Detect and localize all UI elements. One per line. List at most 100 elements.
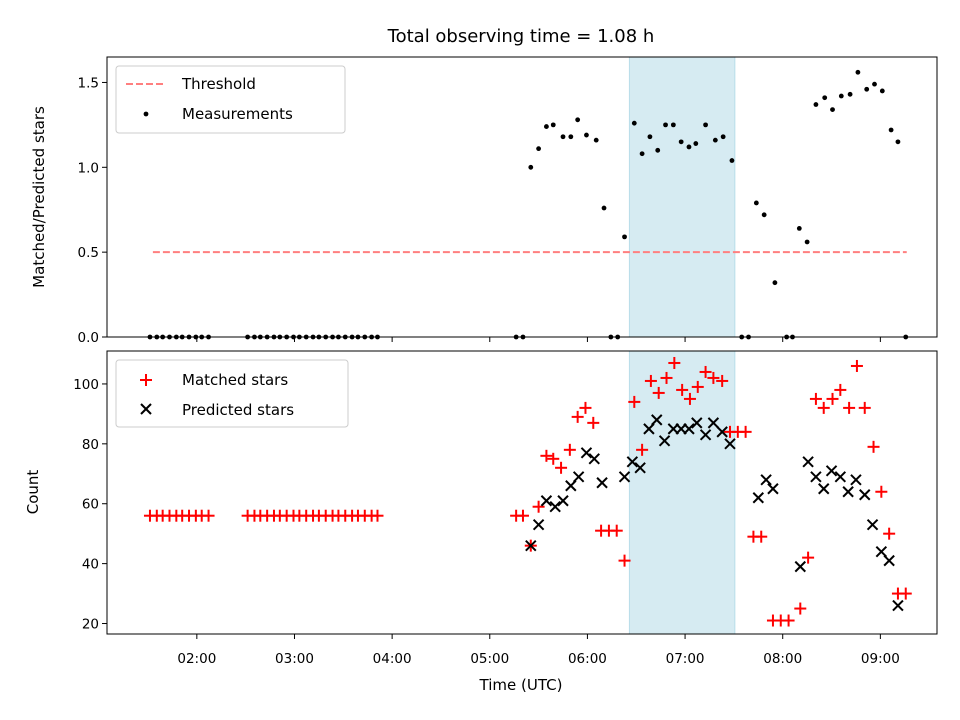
predicted-stars-point bbox=[818, 483, 830, 495]
predicted-stars-point bbox=[658, 435, 671, 447]
bottom-panel: 20 40 60 80 100 Count Matched stars Predicte… bbox=[24, 350, 938, 639]
bottom-y-tick-label: 40 bbox=[82, 557, 99, 573]
matched-stars-point bbox=[850, 359, 863, 372]
measurements-point bbox=[864, 86, 870, 92]
predicted-stars-point bbox=[580, 447, 593, 459]
measurements-point bbox=[872, 81, 877, 87]
matched-stars-point bbox=[652, 386, 665, 399]
measurements-point bbox=[813, 102, 819, 107]
matched-stars-point bbox=[660, 371, 673, 384]
matched-stars-point bbox=[899, 587, 912, 600]
predicted-stars-point bbox=[802, 456, 814, 468]
measurements-point bbox=[822, 95, 828, 101]
top-panel: 0.0 0.5 1.0 1.5 Matched/Predicted stars Thr… bbox=[30, 56, 938, 346]
predicted-stars-point bbox=[540, 495, 553, 507]
predicted-stars-point bbox=[716, 426, 728, 438]
matched-stars-point bbox=[628, 395, 641, 408]
predicted-stars-point bbox=[588, 453, 600, 465]
matched-stars-point bbox=[858, 401, 871, 414]
measurements-point bbox=[772, 280, 778, 286]
top-y-tick-label: 0.5 bbox=[78, 245, 99, 261]
measurements-point bbox=[895, 139, 901, 145]
x-tick-label: 09:00 bbox=[861, 651, 900, 667]
matched-stars-point bbox=[610, 524, 623, 537]
measurements-point bbox=[879, 88, 885, 94]
measurements-point bbox=[631, 120, 637, 126]
matched-stars-point bbox=[644, 374, 657, 387]
measurements-point bbox=[838, 93, 844, 99]
matched-stars-point bbox=[794, 602, 807, 615]
predicted-stars-point bbox=[794, 560, 807, 573]
measurements-point bbox=[568, 134, 574, 140]
matched-stars-point bbox=[739, 425, 752, 438]
top-highlight-span bbox=[628, 56, 736, 338]
bottom-y-tick-label: 60 bbox=[82, 497, 99, 513]
measurements-point bbox=[647, 134, 653, 140]
predicted-stars-point bbox=[572, 471, 585, 483]
measurements-point bbox=[584, 132, 589, 138]
measurements-point bbox=[663, 122, 668, 128]
matched-stars-point bbox=[691, 380, 704, 393]
matched-stars-point bbox=[668, 356, 681, 369]
top-y-tick-label: 0.0 bbox=[78, 330, 99, 346]
matched-stars-point bbox=[555, 461, 568, 474]
matched-stars-point bbox=[707, 371, 720, 384]
measurements-point bbox=[729, 158, 735, 163]
predicted-stars-point bbox=[810, 471, 822, 483]
measurements-point bbox=[761, 212, 767, 218]
predicted-stars-point bbox=[875, 545, 888, 558]
matched-stars-point bbox=[571, 410, 584, 423]
measurements-point bbox=[753, 200, 759, 206]
x-tick-label: 03:00 bbox=[275, 651, 314, 667]
x-tick-label: 04:00 bbox=[373, 651, 412, 667]
predicted-stars-legend-label: Predicted stars bbox=[182, 401, 294, 419]
matched-stars-point bbox=[809, 392, 822, 405]
matched-stars-point bbox=[540, 449, 553, 462]
chart-title: Total observing time = 1.08 h bbox=[387, 26, 655, 47]
predicted-stars-point bbox=[883, 554, 895, 567]
predicted-stars-point bbox=[767, 483, 779, 495]
predicted-stars-point bbox=[557, 495, 569, 507]
bottom-y-tick-label: 80 bbox=[82, 437, 99, 453]
matched-stars-point bbox=[579, 401, 592, 414]
predicted-stars-legend-swatch bbox=[140, 403, 152, 415]
measurements-point bbox=[655, 147, 661, 153]
predicted-stars-point bbox=[842, 486, 854, 498]
x-tick-label: 08:00 bbox=[763, 651, 802, 667]
measurements-point bbox=[830, 107, 835, 113]
bottom-panel-frame bbox=[106, 350, 938, 635]
predicted-stars-point bbox=[525, 539, 537, 552]
predicted-stars-point bbox=[892, 599, 904, 612]
predicted-stars-point bbox=[866, 518, 879, 531]
matched-stars-point bbox=[802, 551, 815, 564]
x-tick-labels: 02:00 03:00 04:00 05:00 06:00 07:00 08:00 09:00 bbox=[177, 651, 899, 667]
top-legend: Threshold Measurements bbox=[115, 65, 346, 134]
x-axis-label: Time (UTC) bbox=[479, 676, 563, 694]
measurements-legend-swatch bbox=[143, 111, 149, 117]
top-y-tick-label: 1.5 bbox=[78, 75, 99, 91]
matched-stars-point bbox=[532, 500, 545, 513]
matched-stars-point bbox=[867, 440, 880, 453]
predicted-stars-point bbox=[618, 471, 631, 483]
matched-stars-point bbox=[683, 392, 696, 405]
predicted-stars-point bbox=[825, 465, 838, 477]
measurements-point bbox=[847, 91, 853, 97]
predicted-stars-point bbox=[634, 462, 646, 474]
measurements-point bbox=[560, 134, 566, 140]
bottom-legend-box bbox=[115, 359, 349, 428]
predicted-stars-point bbox=[626, 456, 639, 468]
predicted-stars-point bbox=[596, 477, 608, 489]
measurements-point bbox=[678, 139, 684, 145]
top-y-tick-label: 1.0 bbox=[78, 160, 99, 176]
x-tick-label: 02:00 bbox=[177, 651, 216, 667]
predicted-stars-point bbox=[643, 423, 655, 435]
bottom-y-axis-label: Count bbox=[24, 470, 42, 515]
bottom-highlight-span bbox=[628, 350, 736, 635]
measurements-point bbox=[888, 127, 894, 133]
x-tick-label: 07:00 bbox=[666, 651, 705, 667]
matched-stars-point bbox=[618, 554, 631, 567]
x-tick-label: 06:00 bbox=[568, 651, 607, 667]
predicted-stars-point bbox=[707, 417, 720, 429]
matched-stars-point bbox=[843, 401, 856, 414]
predicted-stars-point bbox=[683, 423, 695, 435]
